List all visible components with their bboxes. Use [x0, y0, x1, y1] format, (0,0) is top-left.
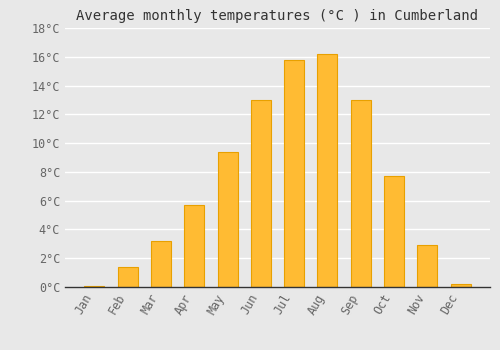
Bar: [151, 241, 171, 287]
Bar: [384, 176, 404, 287]
Bar: [284, 60, 304, 287]
Bar: [450, 284, 470, 287]
Bar: [184, 205, 204, 287]
Bar: [251, 100, 271, 287]
Bar: [218, 152, 238, 287]
Bar: [84, 286, 104, 287]
Bar: [118, 267, 138, 287]
Bar: [318, 54, 338, 287]
Bar: [418, 245, 438, 287]
Bar: [351, 100, 371, 287]
Title: Average monthly temperatures (°C ) in Cumberland: Average monthly temperatures (°C ) in Cu…: [76, 9, 478, 23]
